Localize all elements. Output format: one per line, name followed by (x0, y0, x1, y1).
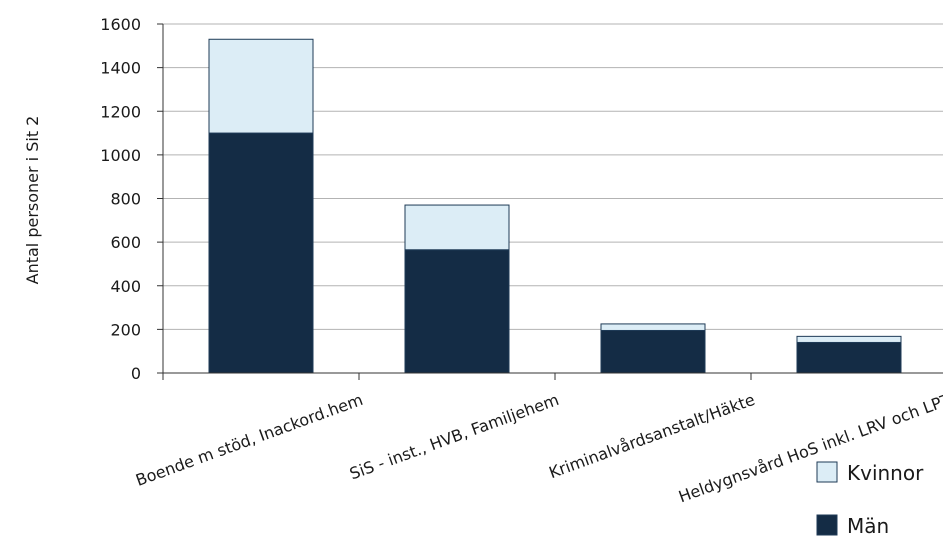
legend: Kvinnor Män (816, 461, 924, 538)
y-tick-label: 800 (110, 190, 141, 209)
bar-segment-man (404, 249, 510, 374)
axes (157, 23, 943, 380)
y-tick-label: 0 (131, 364, 141, 383)
y-axis-label: Antal personer i Sit 2 (23, 116, 42, 285)
legend-swatch (816, 514, 838, 536)
legend-swatch (816, 461, 838, 483)
y-tick-label: 1000 (100, 146, 141, 165)
bar-segment-kvinnor (600, 323, 706, 331)
y-tick-label: 200 (110, 320, 141, 339)
y-tick-label: 1600 (100, 15, 141, 34)
bar-segment-man (600, 329, 706, 374)
bar-segment-man (208, 132, 314, 374)
bar-segment-kvinnor (404, 204, 510, 251)
y-tick-label: 1400 (100, 59, 141, 78)
x-category-label: Boende m stöd, Inackord.hem (133, 390, 365, 490)
x-category-label: SiS - inst., HVB, Familjehem (347, 390, 561, 483)
y-tick-label: 1200 (100, 102, 141, 121)
y-tick-labels: 0 200 400 600 800 1000 1200 1400 1600 (100, 15, 141, 383)
y-tick-label: 400 (110, 277, 141, 296)
legend-label: Män (847, 514, 889, 538)
x-category-label: Kriminalvårdsanstalt/Häkte (546, 390, 757, 482)
bars (208, 38, 902, 374)
bar-segment-kvinnor (796, 335, 902, 343)
bar-segment-kvinnor (208, 38, 314, 134)
y-tick-label: 600 (110, 233, 141, 252)
bar-segment-man (796, 341, 902, 374)
legend-label: Kvinnor (847, 461, 924, 485)
